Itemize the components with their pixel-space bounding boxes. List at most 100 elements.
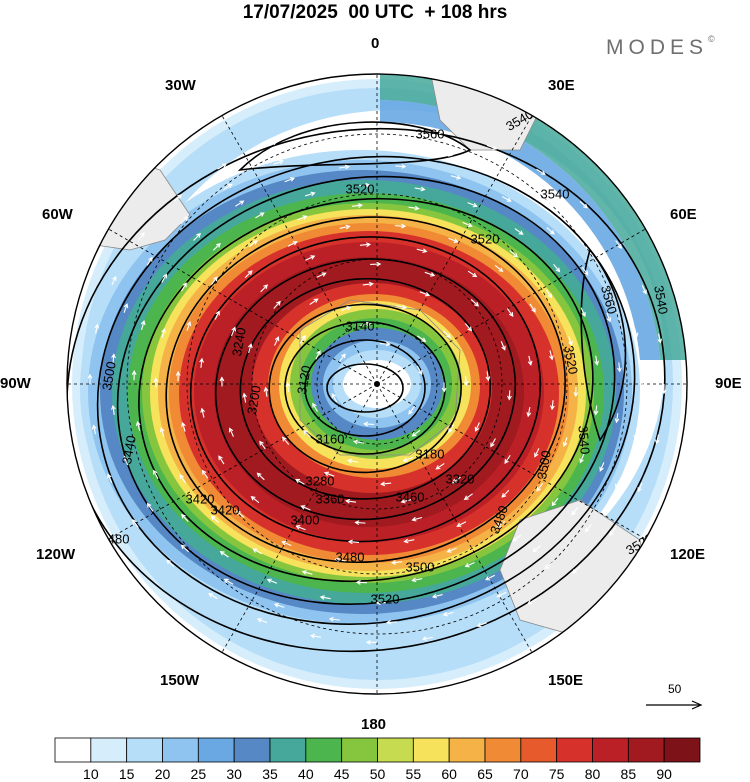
- wind-arrow: [312, 402, 318, 412]
- lon-label-90e: 90E: [715, 375, 742, 392]
- contour-line: [116, 175, 616, 605]
- wind-arrow: [431, 593, 443, 599]
- wind-arrow: [323, 471, 335, 477]
- wind-arrow: [328, 616, 340, 622]
- copyright-mark: ©: [708, 34, 715, 44]
- colorbar-tick-label: 55: [406, 766, 422, 782]
- wind-arrow: [285, 381, 291, 393]
- wind-arrow: [339, 224, 351, 230]
- contour-label: 3520: [561, 344, 581, 375]
- wind-arrow: [295, 478, 305, 485]
- wind-arrow: [419, 291, 431, 297]
- wind-arrow: [247, 343, 253, 354]
- wind-arrow: [111, 353, 116, 364]
- wind-arrow: [594, 355, 600, 366]
- colorbar-swatch: [520, 737, 558, 763]
- wind-arrow: [390, 560, 403, 565]
- wind-arrow: [641, 285, 647, 295]
- wind-arrow: [485, 371, 491, 382]
- wind-arrow: [365, 639, 377, 645]
- rim-jet-band: [380, 74, 686, 360]
- wind-arrow: [166, 559, 175, 567]
- wind-arrow: [341, 306, 352, 312]
- colorbar-tick-label: 90: [656, 766, 672, 782]
- wind-arrow: [377, 123, 389, 129]
- wind-arrow: [584, 523, 592, 533]
- lon-label-180: 180: [361, 716, 387, 733]
- wind-arrow: [266, 578, 278, 584]
- wind-arrow: [411, 516, 423, 522]
- lon-label-90w: 90W: [0, 375, 31, 392]
- wind-arrow: [467, 202, 478, 208]
- wind-arrow: [580, 307, 586, 317]
- wind-arrow: [395, 163, 407, 169]
- wind-arrow: [463, 493, 473, 501]
- wind-arrow: [173, 194, 183, 202]
- contour-label: 3120: [294, 364, 314, 395]
- colorbar-tick-label: 35: [262, 766, 278, 782]
- wind-arrow: [462, 221, 473, 228]
- wind-arrow: [380, 481, 392, 487]
- wind-arrow: [549, 350, 554, 361]
- wind-arrow: [210, 276, 218, 286]
- contour-label: 3400: [291, 512, 320, 527]
- wind-arrow: [501, 196, 512, 202]
- contour-line: [165, 216, 566, 564]
- wind-arrow: [464, 561, 475, 568]
- wind-arrow: [309, 298, 319, 306]
- colorbar-tick-label: 10: [83, 766, 99, 782]
- colorbar-tick-label: 20: [155, 766, 171, 782]
- contour-label: 3540: [651, 284, 671, 315]
- colorbar-swatch: [627, 737, 665, 763]
- wind-arrow: [485, 574, 496, 581]
- wind-arrow: [316, 272, 327, 278]
- wind-arrow: [476, 622, 487, 628]
- wind-arrow: [140, 320, 146, 331]
- contour-label: 3520: [471, 231, 500, 246]
- wind-arrow: [300, 505, 311, 511]
- contour-label: 3520: [346, 181, 375, 196]
- wind-arrow: [446, 547, 457, 553]
- wind-arrow: [161, 273, 167, 283]
- wind-reference-value: 50: [668, 682, 682, 696]
- contour-label: 3320: [446, 471, 475, 486]
- wind-arrow: [416, 248, 428, 254]
- wind-arrow: [208, 593, 218, 600]
- wind-arrow: [273, 159, 284, 165]
- wind-arrow: [295, 525, 306, 531]
- wind-arrow: [338, 164, 350, 170]
- wind-arrow: [395, 304, 407, 310]
- wind-arrow: [536, 482, 544, 492]
- contour-line: [237, 121, 472, 172]
- wind-arrow: [526, 407, 532, 418]
- contour-label: 3560: [598, 284, 620, 316]
- wind-arrow: [161, 328, 166, 339]
- contour-label: 3460: [396, 489, 425, 504]
- contour-line: [304, 339, 426, 437]
- wind-arrow: [448, 237, 459, 243]
- wind-arrow: [467, 270, 478, 278]
- contour-line: [138, 197, 594, 583]
- wind-arrow: [593, 405, 599, 416]
- wind-arrow: [334, 557, 346, 563]
- wind-arrow: [463, 375, 469, 387]
- contour-label: 3280: [306, 473, 335, 488]
- wind-arrow: [219, 550, 229, 558]
- wind-arrow: [504, 455, 511, 465]
- colorbar-tick-label: 25: [191, 766, 207, 782]
- wind-arrow: [562, 437, 568, 447]
- contour-label: 3500: [99, 360, 119, 391]
- wind-arrow: [385, 619, 398, 625]
- wind-arrow: [432, 129, 445, 135]
- wind-arrow: [223, 183, 233, 190]
- lon-label-60w: 60W: [42, 206, 73, 223]
- wind-arrow: [281, 436, 290, 445]
- wind-arrow: [91, 424, 97, 435]
- antarctica-coast: [299, 299, 461, 456]
- wind-arrow: [218, 455, 225, 465]
- contour-label: 3240: [229, 326, 249, 357]
- colorbar-tick-label: 75: [549, 766, 565, 782]
- wind-arrow: [123, 455, 129, 466]
- wind-arrow: [273, 300, 281, 309]
